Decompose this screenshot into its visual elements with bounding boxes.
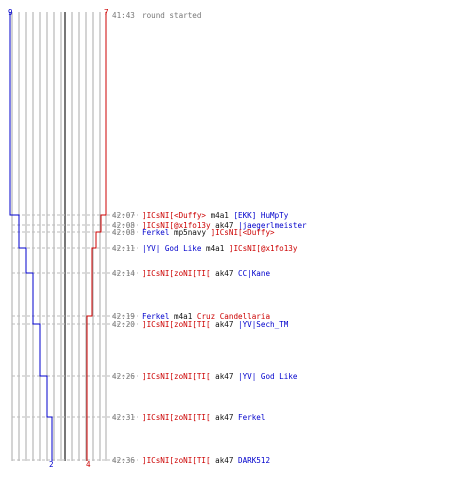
event-time: 42:08 (112, 221, 135, 230)
weapon-name: m4a1 (201, 244, 228, 253)
player-name: Ferkel (238, 413, 265, 422)
player-name: |YV| God Like (238, 372, 298, 381)
player-name: |YV|Sech_TM (238, 320, 289, 329)
player-name: ]ICsNI[zoNI[TI[ (142, 320, 211, 329)
player-count-grid (11, 12, 107, 461)
player-name: |YV| God Like (142, 244, 202, 253)
event-time: 42:19 (112, 312, 135, 321)
player-name: Cruz Candellaria (197, 312, 270, 321)
event-log: 41:43 round started 42:07 ]ICsNI[<Duffy> m4… (112, 11, 307, 465)
event-row: round started (142, 11, 201, 20)
weapon-name: ak47 (211, 320, 238, 329)
event-row: Ferkel m4a1 Cruz Candellaria (142, 312, 270, 321)
player-name: DARK512 (238, 456, 270, 465)
red-start-count: 7 (104, 8, 109, 17)
player-name: ]ICsNI[zoNI[TI[ (142, 456, 211, 465)
player-name: |jaegerlmeister (238, 221, 307, 230)
event-row: ]ICsNI[<Duffy> m4a1 [EKK] HuMpTy (142, 211, 289, 220)
event-time: 42:31 (112, 413, 135, 422)
event-row: ]ICsNI[@x1fo13y ak47 |jaegerlmeister (142, 221, 307, 230)
player-name: Ferkel (142, 312, 169, 321)
player-name: Ferkel (142, 228, 169, 237)
player-name: ]ICsNI[<Duffy> (142, 211, 206, 220)
red-team-alive-line (86, 12, 107, 461)
weapon-name: m4a1 (169, 312, 196, 321)
event-row: ]ICsNI[zoNI[TI[ ak47 DARK512 (142, 456, 270, 465)
red-end-count: 4 (86, 460, 91, 469)
event-row: ]ICsNI[zoNI[TI[ ak47 CC|Kane (142, 269, 270, 278)
blue-start-count: 9 (8, 8, 13, 17)
event-time: 42:11 (112, 244, 135, 253)
weapon-name: mp5navy (169, 228, 210, 237)
event-row: ]ICsNI[zoNI[TI[ ak47 |YV|Sech_TM (142, 320, 289, 329)
event-row: ]ICsNI[zoNI[TI[ ak47 |YV| God Like (142, 372, 298, 381)
event-time: 42:36 (112, 456, 135, 465)
player-name: ]ICsNI[zoNI[TI[ (142, 413, 211, 422)
blue-team-alive-line (9, 12, 53, 461)
event-time: 42:08 (112, 228, 135, 237)
event-row: ]ICsNI[zoNI[TI[ ak47 Ferkel (142, 413, 265, 422)
weapon-name: ak47 (211, 269, 238, 278)
player-name: ]ICsNI[@x1fo13y (229, 244, 298, 253)
player-name: ]ICsNI[@x1fo13y (142, 221, 211, 230)
weapon-name: ak47 (211, 456, 238, 465)
event-message: round started (142, 11, 201, 20)
player-name: ]ICsNI[zoNI[TI[ (142, 269, 211, 278)
weapon-name: ak47 (211, 221, 238, 230)
player-name: ]ICsNI[zoNI[TI[ (142, 372, 211, 381)
player-name: [EKK] HuMpTy (233, 211, 288, 220)
event-time: 42:14 (112, 269, 135, 278)
player-name: ]ICsNI[<Duffy> (211, 228, 275, 237)
event-time: 41:43 (112, 11, 135, 20)
event-time: 42:20 (112, 320, 135, 329)
event-row: |YV| God Like m4a1 ]ICsNI[@x1fo13y (142, 244, 298, 253)
event-time: 42:26 (112, 372, 135, 381)
event-row: Ferkel mp5navy ]ICsNI[<Duffy> (142, 228, 275, 237)
event-time: 42:07 (112, 211, 135, 220)
blue-end-count: 2 (49, 460, 54, 469)
weapon-name: ak47 (211, 372, 238, 381)
weapon-name: ak47 (211, 413, 238, 422)
player-name: CC|Kane (238, 269, 270, 278)
weapon-name: m4a1 (206, 211, 233, 220)
